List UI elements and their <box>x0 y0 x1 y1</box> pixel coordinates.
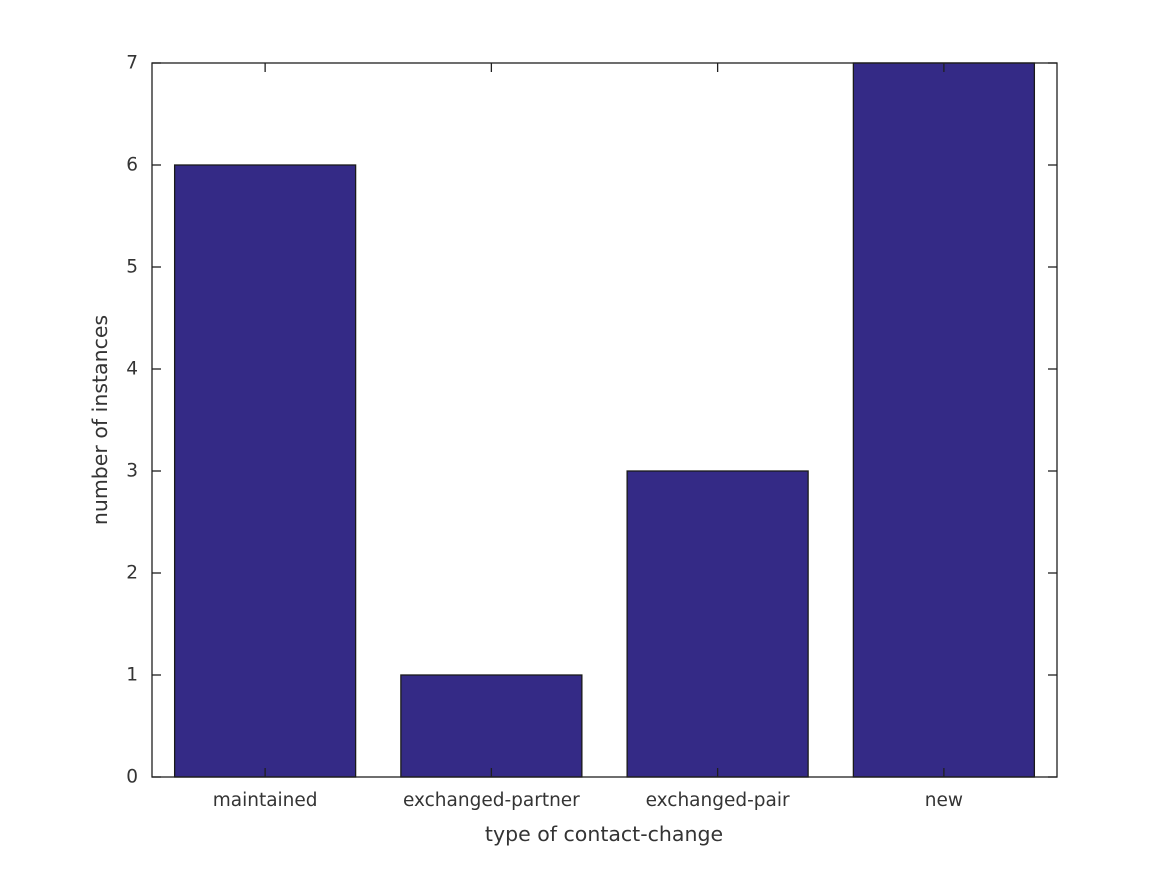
y-axis-title: number of instances <box>88 315 112 525</box>
bar <box>400 674 583 778</box>
y-tick-label: 6 <box>126 155 138 176</box>
bar <box>852 62 1036 778</box>
x-tick-label: exchanged-pair <box>646 790 790 811</box>
x-tick-label: maintained <box>213 790 318 811</box>
x-axis-title: type of contact-change <box>485 822 723 846</box>
y-tick-label: 3 <box>126 461 138 482</box>
y-tick-label: 7 <box>126 53 138 74</box>
y-tick-label: 0 <box>126 767 138 788</box>
x-tick-label: exchanged-partner <box>403 790 580 811</box>
y-tick-label: 5 <box>126 257 138 278</box>
x-tick-label: new <box>925 790 963 811</box>
tick-labels-layer: 0 1 2 3 4 5 6 7 maintained exchanged-partner excha… <box>126 53 963 812</box>
axes-layer <box>151 62 1058 778</box>
bars-layer <box>173 62 1036 778</box>
y-tick-label: 1 <box>126 665 138 686</box>
y-tick-label: 4 <box>126 359 138 380</box>
y-tick-label: 2 <box>126 563 138 584</box>
plot-box <box>151 62 1058 778</box>
bar <box>173 164 357 778</box>
bar <box>626 470 809 778</box>
